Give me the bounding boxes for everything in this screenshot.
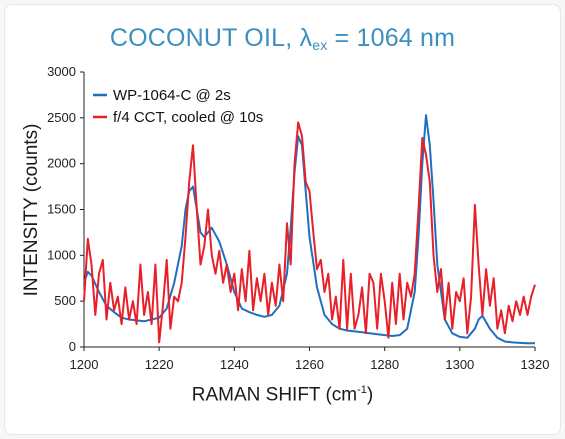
x-tick-label: 1220 bbox=[145, 357, 174, 372]
legend: WP-1064-C @ 2s f/4 CCT, cooled @ 10s bbox=[93, 87, 263, 126]
series-line-2 bbox=[83, 121, 536, 344]
y-tick-label: 1500 bbox=[47, 202, 76, 217]
y-tick-label: 500 bbox=[54, 293, 76, 308]
x-tick-label: 1300 bbox=[445, 357, 474, 372]
legend-label-1: WP-1064-C @ 2s bbox=[113, 87, 231, 104]
x-tick-label: 1320 bbox=[521, 357, 550, 372]
chart-card bbox=[4, 4, 561, 435]
series-layer bbox=[83, 114, 536, 345]
chart-title: COCONUT OIL, λex = 1064 nm bbox=[109, 24, 456, 53]
x-tick-label: 1280 bbox=[370, 357, 399, 372]
y-tick-label: 1000 bbox=[47, 247, 76, 262]
y-tick-label: 2500 bbox=[47, 110, 76, 125]
legend-label-2: f/4 CCT, cooled @ 10s bbox=[113, 109, 263, 126]
y-tick-label: 0 bbox=[69, 339, 76, 354]
axes: 0 500 1000 1500 2000 2500 3000 1200 1220 1240 1260… bbox=[47, 64, 549, 372]
x-axis-label: RAMAN SHIFT (cm-1) bbox=[191, 384, 374, 406]
x-tick-label: 1240 bbox=[220, 357, 249, 372]
y-tick-label: 3000 bbox=[47, 64, 76, 79]
x-tick-label: 1200 bbox=[70, 357, 99, 372]
x-tick-label: 1260 bbox=[295, 357, 324, 372]
y-tick-label: 2000 bbox=[47, 156, 76, 171]
